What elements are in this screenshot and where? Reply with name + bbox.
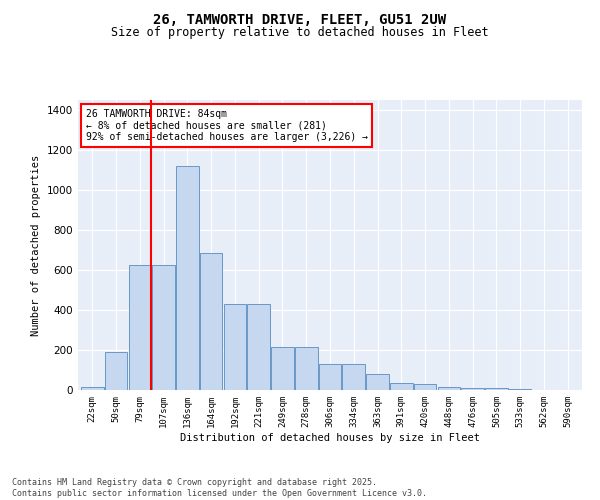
Bar — [414, 384, 436, 390]
Text: Size of property relative to detached houses in Fleet: Size of property relative to detached ho… — [111, 26, 489, 39]
Bar — [343, 364, 365, 390]
Bar — [200, 253, 223, 390]
Bar — [128, 265, 151, 390]
Bar — [224, 304, 246, 390]
Bar — [152, 265, 175, 390]
Bar — [437, 387, 460, 390]
Bar — [485, 388, 508, 390]
Bar — [81, 387, 104, 390]
Bar — [295, 347, 317, 390]
Bar — [366, 374, 389, 390]
Bar — [390, 383, 413, 390]
Bar — [509, 389, 532, 390]
Text: 26 TAMWORTH DRIVE: 84sqm
← 8% of detached houses are smaller (281)
92% of semi-d: 26 TAMWORTH DRIVE: 84sqm ← 8% of detache… — [86, 108, 368, 142]
X-axis label: Distribution of detached houses by size in Fleet: Distribution of detached houses by size … — [180, 432, 480, 442]
Text: 26, TAMWORTH DRIVE, FLEET, GU51 2UW: 26, TAMWORTH DRIVE, FLEET, GU51 2UW — [154, 12, 446, 26]
Bar — [461, 388, 484, 390]
Bar — [105, 352, 127, 390]
Text: Contains HM Land Registry data © Crown copyright and database right 2025.
Contai: Contains HM Land Registry data © Crown c… — [12, 478, 427, 498]
Y-axis label: Number of detached properties: Number of detached properties — [31, 154, 41, 336]
Bar — [176, 166, 199, 390]
Bar — [319, 364, 341, 390]
Bar — [247, 304, 270, 390]
Bar — [271, 347, 294, 390]
